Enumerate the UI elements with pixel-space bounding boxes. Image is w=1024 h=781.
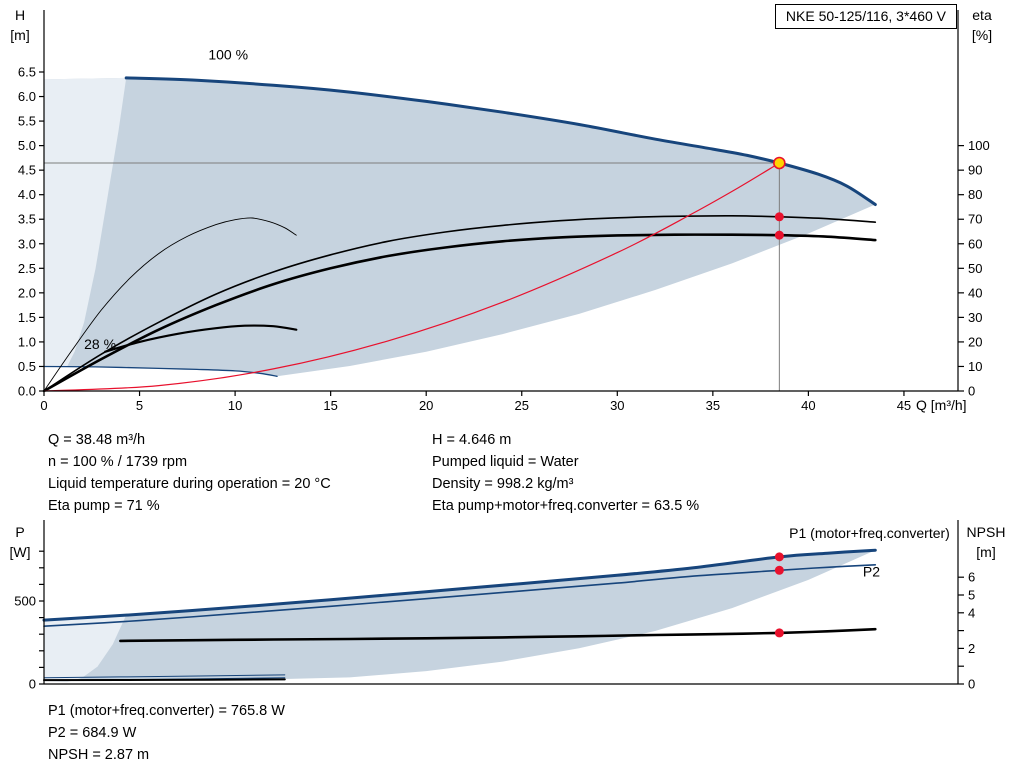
x-tick-label: 10 xyxy=(228,398,242,413)
y-left-tick-label: 2.0 xyxy=(18,285,36,300)
y-left-tick-label: 5.0 xyxy=(18,138,36,153)
y-left-tick-label: 5.5 xyxy=(18,114,36,129)
npsh-point xyxy=(774,628,784,638)
operating-envelope xyxy=(44,77,876,377)
annotation: 28 % xyxy=(84,336,116,352)
power-results-panel: P1 (motor+freq.converter) = 765.8 W P2 =… xyxy=(48,700,285,766)
eta-pump-28-curve xyxy=(43,217,297,392)
x-tick-label: 25 xyxy=(515,398,529,413)
y-right-tick-label: 10 xyxy=(968,359,982,374)
info-eta-total: Eta pump+motor+freq.converter = 63.5 % xyxy=(432,498,700,514)
x-tick-label: 20 xyxy=(419,398,433,413)
p2-curve-label: P2 xyxy=(863,563,880,579)
pump-title-box: NKE 50-125/116, 3*460 V xyxy=(774,4,957,29)
y-left-tick-label: 3.0 xyxy=(18,236,36,251)
info-temperature: Liquid temperature during operation = 20… xyxy=(48,476,331,492)
info-h: H = 4.646 m xyxy=(432,432,512,448)
y-left-axis-title: [W] xyxy=(10,544,31,560)
p1-28-curve xyxy=(43,674,286,679)
low-flow-region xyxy=(44,615,127,683)
y-left-axis-title: [m] xyxy=(10,27,29,43)
info-speed: n = 100 % / 1739 rpm xyxy=(48,454,188,470)
y-left-tick-label: 500 xyxy=(14,594,36,609)
eta-total-28-curve xyxy=(104,324,298,353)
power-npsh-chart: 0 500 0 2 4 5 6 P [W] NPSH [m] P1 (motor+freq.conve… xyxy=(10,520,1006,692)
eta-pump-curve xyxy=(43,214,877,392)
y-left-tick-label: 4.0 xyxy=(18,187,36,202)
y-right-tick-label: 5 xyxy=(968,588,975,603)
y-left-tick-label: 0 xyxy=(29,677,36,692)
x-tick-label: 35 xyxy=(706,398,720,413)
y-right-tick-label: 90 xyxy=(968,163,982,178)
y-right-tick-label: 50 xyxy=(968,261,982,276)
y-left-tick-label: 4.5 xyxy=(18,163,36,178)
x-tick-label: 15 xyxy=(323,398,337,413)
y-right-tick-label: 80 xyxy=(968,187,982,202)
y-right-tick-label: 70 xyxy=(968,212,982,227)
eta-total-curve xyxy=(42,233,877,393)
y-left-tick-label: 1.5 xyxy=(18,310,36,325)
y-right-tick-label: 6 xyxy=(968,570,975,585)
y-right-tick-label: 0 xyxy=(968,384,975,399)
y-right-tick-label: 20 xyxy=(968,334,982,349)
y-right-axis-title: [m] xyxy=(976,544,995,560)
x-tick-label: 0 xyxy=(40,398,47,413)
y-left-tick-label: 6.0 xyxy=(18,89,36,104)
y-left-tick-label: 6.5 xyxy=(18,64,36,79)
speed-28-curve xyxy=(43,365,278,377)
y-right-axis-title: NPSH xyxy=(967,524,1006,540)
y-left-tick-label: 0.5 xyxy=(18,359,36,374)
y-left-tick-label: 2.5 xyxy=(18,261,36,276)
y-left-tick-label: 1.0 xyxy=(18,334,36,349)
info-eta-pump: Eta pump = 71 % xyxy=(48,498,160,514)
eta-pump-point xyxy=(774,212,784,222)
duty-info-left-column: Q = 38.48 m³/h n = 100 % / 1739 rpm Liqu… xyxy=(48,429,331,517)
x-tick-label: 30 xyxy=(610,398,624,413)
eta-total-point xyxy=(774,230,784,240)
p1-curve-label: P1 (motor+freq.converter) xyxy=(789,525,950,541)
y-right-axis-title: eta xyxy=(972,7,992,23)
x-axis-title: Q [m³/h] xyxy=(916,397,967,413)
speed-100-curve xyxy=(124,76,877,206)
duty-info-panel: Q = 38.48 m³/h n = 100 % / 1739 rpm Liqu… xyxy=(0,429,1024,521)
x-tick-label: 40 xyxy=(801,398,815,413)
y-right-tick-label: 4 xyxy=(968,605,975,620)
power-envelope xyxy=(44,550,876,681)
y-right-axis-title: [%] xyxy=(972,27,992,43)
result-p1: P1 (motor+freq.converter) = 765.8 W xyxy=(48,703,285,719)
y-left-tick-label: 0.0 xyxy=(18,384,36,399)
hq-chart: 0.0 0.5 1.0 1.5 2.0 2.5 3.0 3.5 4.0 4.5 5.0 5.5 6.0 6… xyxy=(10,7,992,413)
duty-point[interactable] xyxy=(773,156,786,170)
p1-point xyxy=(774,552,784,562)
y-left-tick-label: 3.5 xyxy=(18,212,36,227)
system-curve xyxy=(43,162,780,392)
duty-info-right-column: H = 4.646 m Pumped liquid = Water Densit… xyxy=(432,429,699,517)
low-flow-region xyxy=(44,77,127,368)
npsh-28-curve xyxy=(43,678,286,682)
y-left-axis-title: P xyxy=(15,524,24,540)
y-right-tick-label: 40 xyxy=(968,285,982,300)
y-right-tick-label: 30 xyxy=(968,310,982,325)
y-right-tick-label: 0 xyxy=(968,677,975,692)
annotation: 100 % xyxy=(208,47,248,63)
info-liquid: Pumped liquid = Water xyxy=(432,454,579,470)
result-npsh: NPSH = 2.87 m xyxy=(48,747,150,763)
result-p2: P2 = 684.9 W xyxy=(48,725,137,741)
info-q: Q = 38.48 m³/h xyxy=(48,432,146,448)
y-left-axis-title: H xyxy=(15,7,25,23)
p2-point xyxy=(774,565,784,575)
y-right-tick-label: 100 xyxy=(968,138,990,153)
x-tick-label: 45 xyxy=(897,398,911,413)
info-density: Density = 998.2 kg/m³ xyxy=(432,476,574,492)
y-right-tick-label: 2 xyxy=(968,641,975,656)
x-tick-label: 5 xyxy=(136,398,143,413)
y-right-tick-label: 60 xyxy=(968,236,982,251)
